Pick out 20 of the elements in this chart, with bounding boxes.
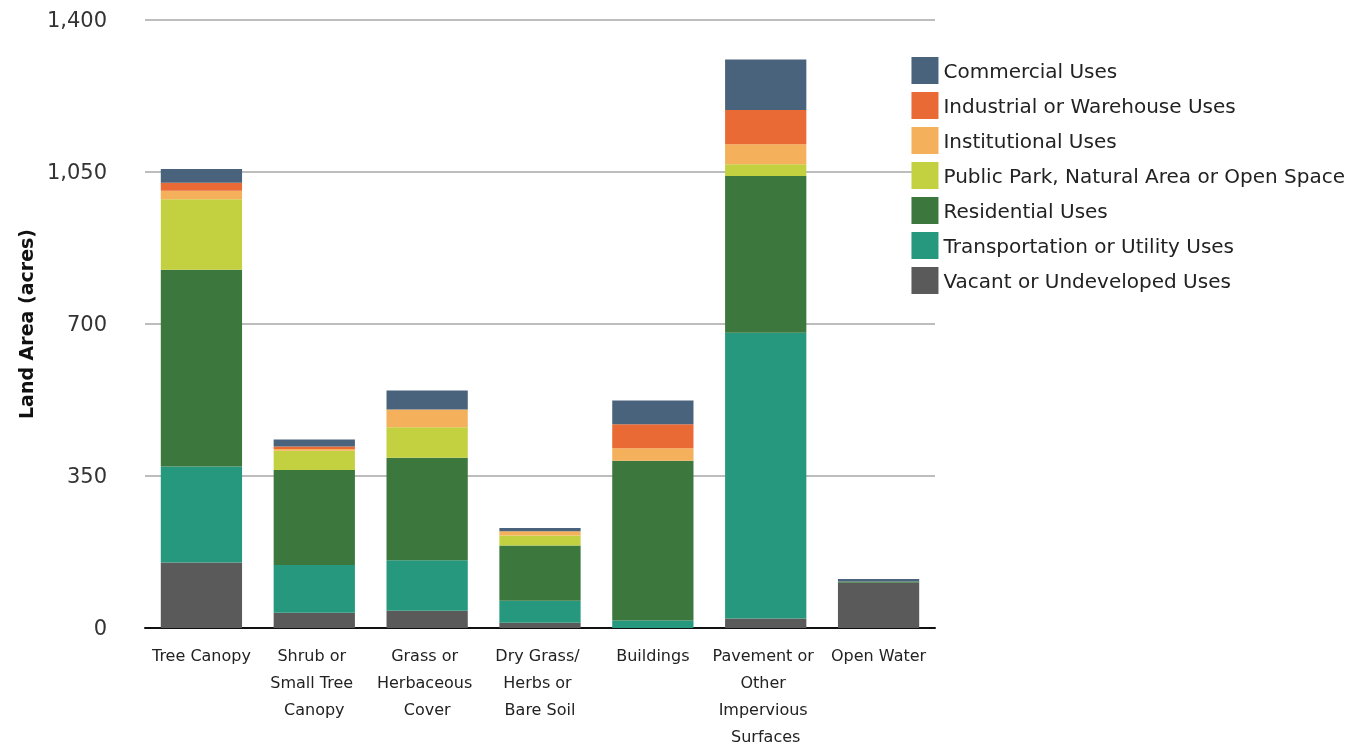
y-tick-label: 350 — [66, 464, 107, 488]
x-tick-label: Tree Canopy — [150, 646, 251, 665]
y-tick-label: 0 — [93, 616, 107, 640]
x-tick-label: Open Water — [831, 646, 927, 665]
legend-label: Institutional Uses — [943, 128, 1117, 153]
legend-label: Public Park, Natural Area or Open Space — [943, 163, 1346, 188]
x-tick-label: Shrub or Small Tree Canopy — [270, 646, 359, 719]
x-tick-label: Buildings — [616, 646, 690, 665]
y-tick-label: 1,050 — [46, 160, 107, 184]
legend-label: Residential Uses — [943, 198, 1108, 223]
legend-label: Industrial or Warehouse Uses — [943, 93, 1236, 118]
y-axis-title: Land Area (acres) — [15, 228, 38, 420]
y-tick-label: 1,400 — [46, 8, 107, 32]
legend-label: Transportation or Utility Uses — [942, 233, 1235, 258]
x-tick-label: Pavement or Other Impervious Surfaces — [712, 646, 819, 746]
y-tick-label: 700 — [66, 312, 107, 336]
x-tick-label: Dry Grass/ Herbs or Bare Soil — [495, 646, 585, 719]
legend-label: Commercial Uses — [943, 58, 1118, 83]
x-tick-label: Grass or Herbaceous Cover — [376, 646, 478, 719]
legend-label: Vacant or Undeveloped Uses — [943, 268, 1231, 293]
